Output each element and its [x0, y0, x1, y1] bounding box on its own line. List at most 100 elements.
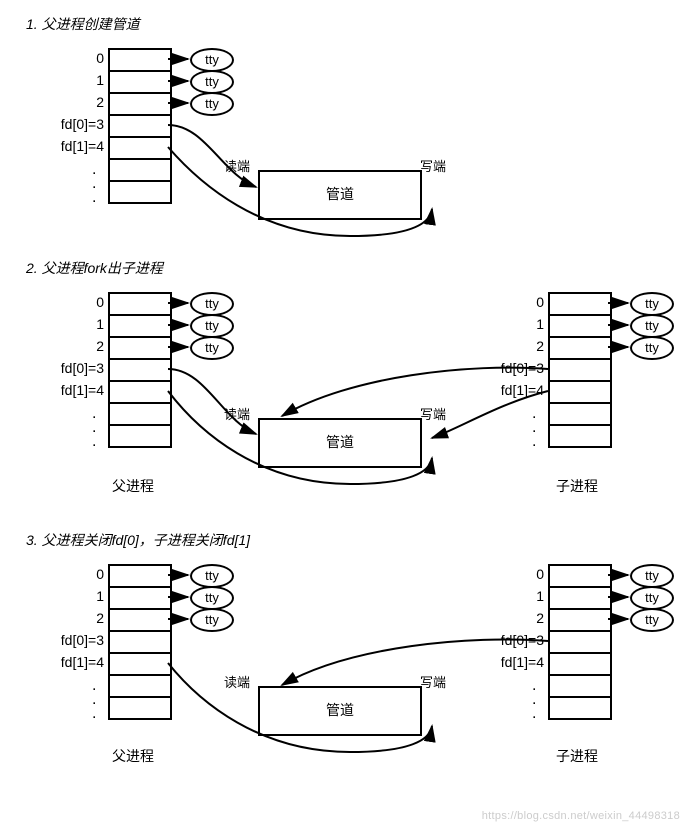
s2-tty-l2: tty — [190, 336, 234, 360]
fd-row — [550, 426, 610, 448]
fd-row — [550, 654, 610, 676]
s3-tty-r0: tty — [630, 564, 674, 588]
s2-child-label: 子进程 — [556, 476, 598, 496]
section-2: 2. 父进程fork出子进程 0 1 2 fd[0]=3 fd[1]=4 . .… — [0, 268, 686, 518]
fd-row — [110, 676, 170, 698]
dot: . — [92, 410, 96, 418]
fd-label-3: fd[0]=3 — [40, 632, 104, 648]
section-1: 1. 父进程创建管道 0 1 2 fd[0]=3 fd[1]=4 . . . t… — [0, 24, 686, 244]
s2-fd-table-left — [108, 292, 172, 448]
s3-parent-label: 父进程 — [112, 746, 154, 766]
fd-label-4r: fd[1]=4 — [480, 382, 544, 398]
fd-label-1: 1 — [56, 316, 104, 332]
s1-read-label: 读端 — [224, 156, 250, 175]
s2-parent-label: 父进程 — [112, 476, 154, 496]
fd-label-2: 2 — [56, 610, 104, 626]
s1-fd-table — [108, 48, 172, 204]
fd-row — [110, 72, 170, 94]
s2-fd-table-right — [548, 292, 612, 448]
fd-label-0r: 0 — [496, 294, 544, 310]
fd-label-0: 0 — [56, 566, 104, 582]
s3-tty-l1: tty — [190, 586, 234, 610]
fd-row — [110, 316, 170, 338]
s1-pipe: 管道 — [258, 170, 422, 220]
dot: . — [92, 180, 96, 188]
s2-read-label: 读端 — [224, 404, 250, 423]
fd-label-4r: fd[1]=4 — [480, 654, 544, 670]
fd-row — [110, 404, 170, 426]
s3-fd-table-left — [108, 564, 172, 720]
s2-tty-l1: tty — [190, 314, 234, 338]
dot: . — [92, 166, 96, 174]
fd-label-2: 2 — [56, 338, 104, 354]
s1-tty-1: tty — [190, 70, 234, 94]
s1-write-label: 写端 — [420, 156, 446, 175]
fd-row — [110, 426, 170, 448]
dot: . — [92, 710, 96, 718]
s2-tty-l0: tty — [190, 292, 234, 316]
s3-pipe: 管道 — [258, 686, 422, 736]
fd-row — [550, 610, 610, 632]
fd-row — [110, 94, 170, 116]
fd-label-4: fd[1]=4 — [40, 382, 104, 398]
fd-row — [110, 382, 170, 404]
s3-fd-table-right — [548, 564, 612, 720]
s2-tty-r2: tty — [630, 336, 674, 360]
dot: . — [92, 438, 96, 446]
fd-row — [110, 588, 170, 610]
fd-label-2r: 2 — [496, 610, 544, 626]
fd-row — [550, 294, 610, 316]
fd-row — [550, 698, 610, 720]
fd-label-3: fd[0]=3 — [40, 116, 104, 132]
s3-tty-r2: tty — [630, 608, 674, 632]
s3-tty-l0: tty — [190, 564, 234, 588]
fd-row — [110, 116, 170, 138]
dot: . — [92, 194, 96, 202]
section-3: 3. 父进程关闭fd[0]，子进程关闭fd[1] 0 1 2 fd[0]=3 f… — [0, 540, 686, 790]
fd-row — [110, 698, 170, 720]
fd-row — [550, 360, 610, 382]
dot: . — [532, 682, 536, 690]
dot: . — [532, 696, 536, 704]
fd-label-0r: 0 — [496, 566, 544, 582]
fd-row — [110, 160, 170, 182]
fd-row — [110, 338, 170, 360]
fd-label-4: fd[1]=4 — [40, 138, 104, 154]
fd-label-1r: 1 — [496, 588, 544, 604]
s3-tty-r1: tty — [630, 586, 674, 610]
fd-row — [550, 338, 610, 360]
page: 1. 父进程创建管道 0 1 2 fd[0]=3 fd[1]=4 . . . t… — [0, 0, 686, 826]
s2-write-label: 写端 — [420, 404, 446, 423]
fd-row — [110, 360, 170, 382]
fd-row — [550, 404, 610, 426]
dot: . — [532, 710, 536, 718]
s3-read-label: 读端 — [224, 672, 250, 691]
watermark: https://blog.csdn.net/weixin_44498318 — [482, 810, 680, 822]
dot: . — [532, 438, 536, 446]
fd-label-1: 1 — [56, 588, 104, 604]
section-3-title: 3. 父进程关闭fd[0]，子进程关闭fd[1] — [26, 530, 250, 550]
s3-write-label: 写端 — [420, 672, 446, 691]
fd-row — [550, 588, 610, 610]
s3-tty-l2: tty — [190, 608, 234, 632]
fd-row — [110, 566, 170, 588]
s2-pipe: 管道 — [258, 418, 422, 468]
fd-row — [550, 316, 610, 338]
fd-row — [550, 632, 610, 654]
fd-label-0: 0 — [56, 50, 104, 66]
dot: . — [532, 424, 536, 432]
fd-row — [110, 294, 170, 316]
fd-label-2: 2 — [56, 94, 104, 110]
fd-row — [110, 138, 170, 160]
fd-row — [110, 632, 170, 654]
fd-row — [550, 566, 610, 588]
dot: . — [92, 696, 96, 704]
s3-child-label: 子进程 — [556, 746, 598, 766]
fd-row — [110, 50, 170, 72]
fd-row — [550, 382, 610, 404]
fd-row — [110, 610, 170, 632]
s1-tty-0: tty — [190, 48, 234, 72]
section-2-title: 2. 父进程fork出子进程 — [26, 258, 163, 278]
fd-label-3: fd[0]=3 — [40, 360, 104, 376]
fd-label-4: fd[1]=4 — [40, 654, 104, 670]
